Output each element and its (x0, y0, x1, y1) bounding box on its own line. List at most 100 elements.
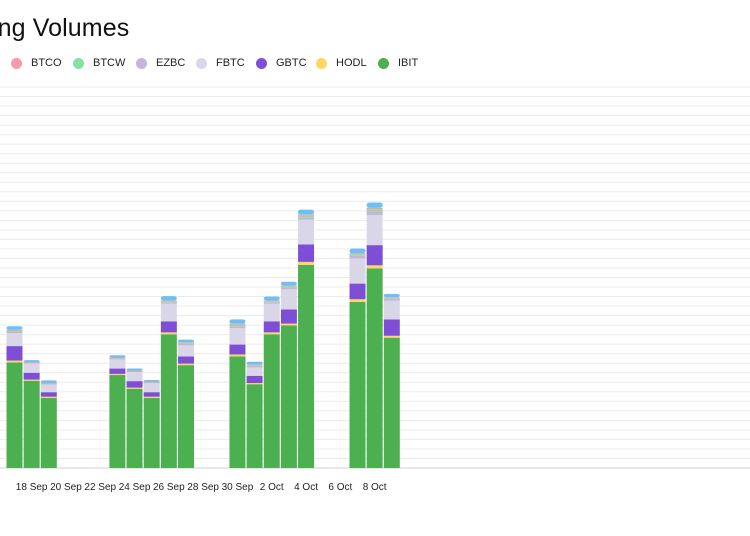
bar-segment-other[interactable] (40, 380, 57, 384)
bar-segment-ezbc[interactable] (6, 331, 23, 334)
bar-segment-btcw[interactable] (280, 286, 297, 288)
bar-segment-gbtc[interactable] (40, 392, 57, 397)
bar-segment-other[interactable] (280, 281, 297, 286)
bar-segment-gbtc[interactable] (383, 319, 400, 336)
bar-segment-gbtc[interactable] (6, 346, 23, 361)
bar-segment-fbtc[interactable] (23, 363, 40, 373)
bar-segment-btco[interactable] (40, 383, 57, 384)
bar-segment-other[interactable] (246, 361, 263, 365)
bar-segment-ezbc[interactable] (298, 217, 315, 220)
bar-segment-btco[interactable] (126, 370, 143, 372)
bar-segment-fbtc[interactable] (126, 371, 143, 382)
bar-segment-hodl[interactable] (126, 387, 143, 389)
bar-segment-ezbc[interactable] (383, 298, 400, 301)
bar-segment-gbtc[interactable] (126, 381, 143, 388)
bar-segment-ibit[interactable] (6, 362, 23, 468)
bar-segment-other[interactable] (23, 360, 40, 363)
bar-segment-btco[interactable] (160, 300, 177, 302)
bar-segment-btcw[interactable] (383, 298, 400, 299)
bar-segment-gbtc[interactable] (246, 375, 263, 384)
bar-segment-ezbc[interactable] (263, 302, 280, 304)
bar-segment-btco[interactable] (178, 342, 194, 344)
bar-segment-ibit[interactable] (40, 397, 57, 468)
bar-segment-fbtc[interactable] (40, 384, 57, 393)
bar-segment-btco[interactable] (246, 364, 263, 366)
bar-segment-hodl[interactable] (23, 379, 40, 381)
legend-item-ibit[interactable]: IBIT (378, 57, 418, 69)
bar-segment-ibit[interactable] (23, 380, 40, 468)
bar-segment-btco[interactable] (6, 329, 23, 331)
legend-item-fbtc[interactable]: FBTC (196, 57, 245, 69)
bar-segment-ezbc[interactable] (366, 211, 383, 216)
bar-segment-fbtc[interactable] (6, 333, 23, 347)
bar-segment-fbtc[interactable] (298, 219, 315, 245)
bar-segment-ibit[interactable] (366, 268, 383, 468)
bar-segment-hodl[interactable] (298, 261, 315, 265)
bar-segment-fbtc[interactable] (263, 303, 280, 322)
bar-segment-fbtc[interactable] (383, 300, 400, 320)
bar-segment-other[interactable] (143, 379, 160, 382)
bar-segment-btco[interactable] (349, 253, 366, 255)
bar-segment-ibit[interactable] (178, 365, 194, 468)
bar-segment-other[interactable] (178, 339, 194, 343)
bar-segment-hodl[interactable] (143, 396, 160, 398)
bar-segment-ibit[interactable] (280, 325, 297, 468)
bar-segment-ezbc[interactable] (109, 358, 126, 360)
bar-segment-other[interactable] (349, 248, 366, 254)
bar-segment-fbtc[interactable] (280, 289, 297, 310)
bar-segment-btcw[interactable] (6, 330, 23, 332)
bar-segment-btcw[interactable] (366, 209, 383, 212)
bar-segment-ibit[interactable] (349, 301, 366, 468)
bar-segment-gbtc[interactable] (298, 244, 315, 262)
bar-segment-ibit[interactable] (143, 397, 160, 468)
bar-segment-hodl[interactable] (229, 354, 246, 357)
bar-segment-other[interactable] (383, 293, 400, 298)
bar-segment-gbtc[interactable] (23, 372, 40, 380)
legend-item-hodl[interactable]: HODL (316, 57, 367, 69)
bar-segment-fbtc[interactable] (143, 383, 160, 393)
bar-segment-ibit[interactable] (229, 356, 246, 468)
bar-segment-ezbc[interactable] (229, 326, 246, 329)
bar-segment-other[interactable] (366, 202, 383, 208)
bar-segment-fbtc[interactable] (229, 328, 246, 345)
bar-segment-ibit[interactable] (298, 264, 315, 468)
bar-segment-btco[interactable] (383, 297, 400, 299)
bar-segment-gbtc[interactable] (366, 245, 383, 266)
bar-segment-other[interactable] (6, 326, 23, 330)
bar-segment-hodl[interactable] (280, 323, 297, 326)
bar-segment-hodl[interactable] (178, 363, 194, 366)
bar-segment-btcw[interactable] (160, 301, 177, 303)
bar-segment-gbtc[interactable] (109, 368, 126, 374)
bar-segment-hodl[interactable] (40, 396, 57, 398)
bar-segment-hodl[interactable] (6, 360, 23, 363)
legend-item-btco[interactable]: BTCO (11, 57, 62, 69)
bar-segment-other[interactable] (109, 355, 126, 358)
bar-segment-ezbc[interactable] (160, 302, 177, 304)
bar-segment-hodl[interactable] (109, 373, 126, 376)
bar-segment-other[interactable] (229, 319, 246, 324)
bar-segment-btcw[interactable] (298, 215, 315, 218)
bar-segment-gbtc[interactable] (263, 321, 280, 333)
bar-segment-fbtc[interactable] (349, 258, 366, 284)
bar-segment-ibit[interactable] (383, 337, 400, 468)
bar-segment-btco[interactable] (23, 362, 40, 363)
bar-segment-hodl[interactable] (263, 332, 280, 335)
bar-segment-fbtc[interactable] (178, 345, 194, 357)
bar-segment-fbtc[interactable] (109, 359, 126, 369)
bar-segment-btco[interactable] (109, 357, 126, 359)
bar-segment-other[interactable] (126, 368, 143, 371)
bar-segment-btco[interactable] (280, 285, 297, 287)
bar-segment-gbtc[interactable] (160, 321, 177, 333)
bar-segment-hodl[interactable] (160, 332, 177, 335)
legend-item-btcw[interactable]: BTCW (73, 57, 125, 69)
bar-segment-btco[interactable] (263, 300, 280, 302)
bar-segment-fbtc[interactable] (160, 303, 177, 322)
bar-segment-btcw[interactable] (178, 343, 194, 344)
bar-segment-gbtc[interactable] (178, 356, 194, 364)
bar-segment-btco[interactable] (143, 381, 160, 383)
bar-segment-ibit[interactable] (246, 384, 263, 468)
bar-segment-hodl[interactable] (246, 383, 263, 385)
bar-segment-ezbc[interactable] (178, 343, 194, 346)
legend-item-gbtc[interactable]: GBTC (256, 57, 307, 69)
bar-segment-gbtc[interactable] (349, 283, 366, 300)
